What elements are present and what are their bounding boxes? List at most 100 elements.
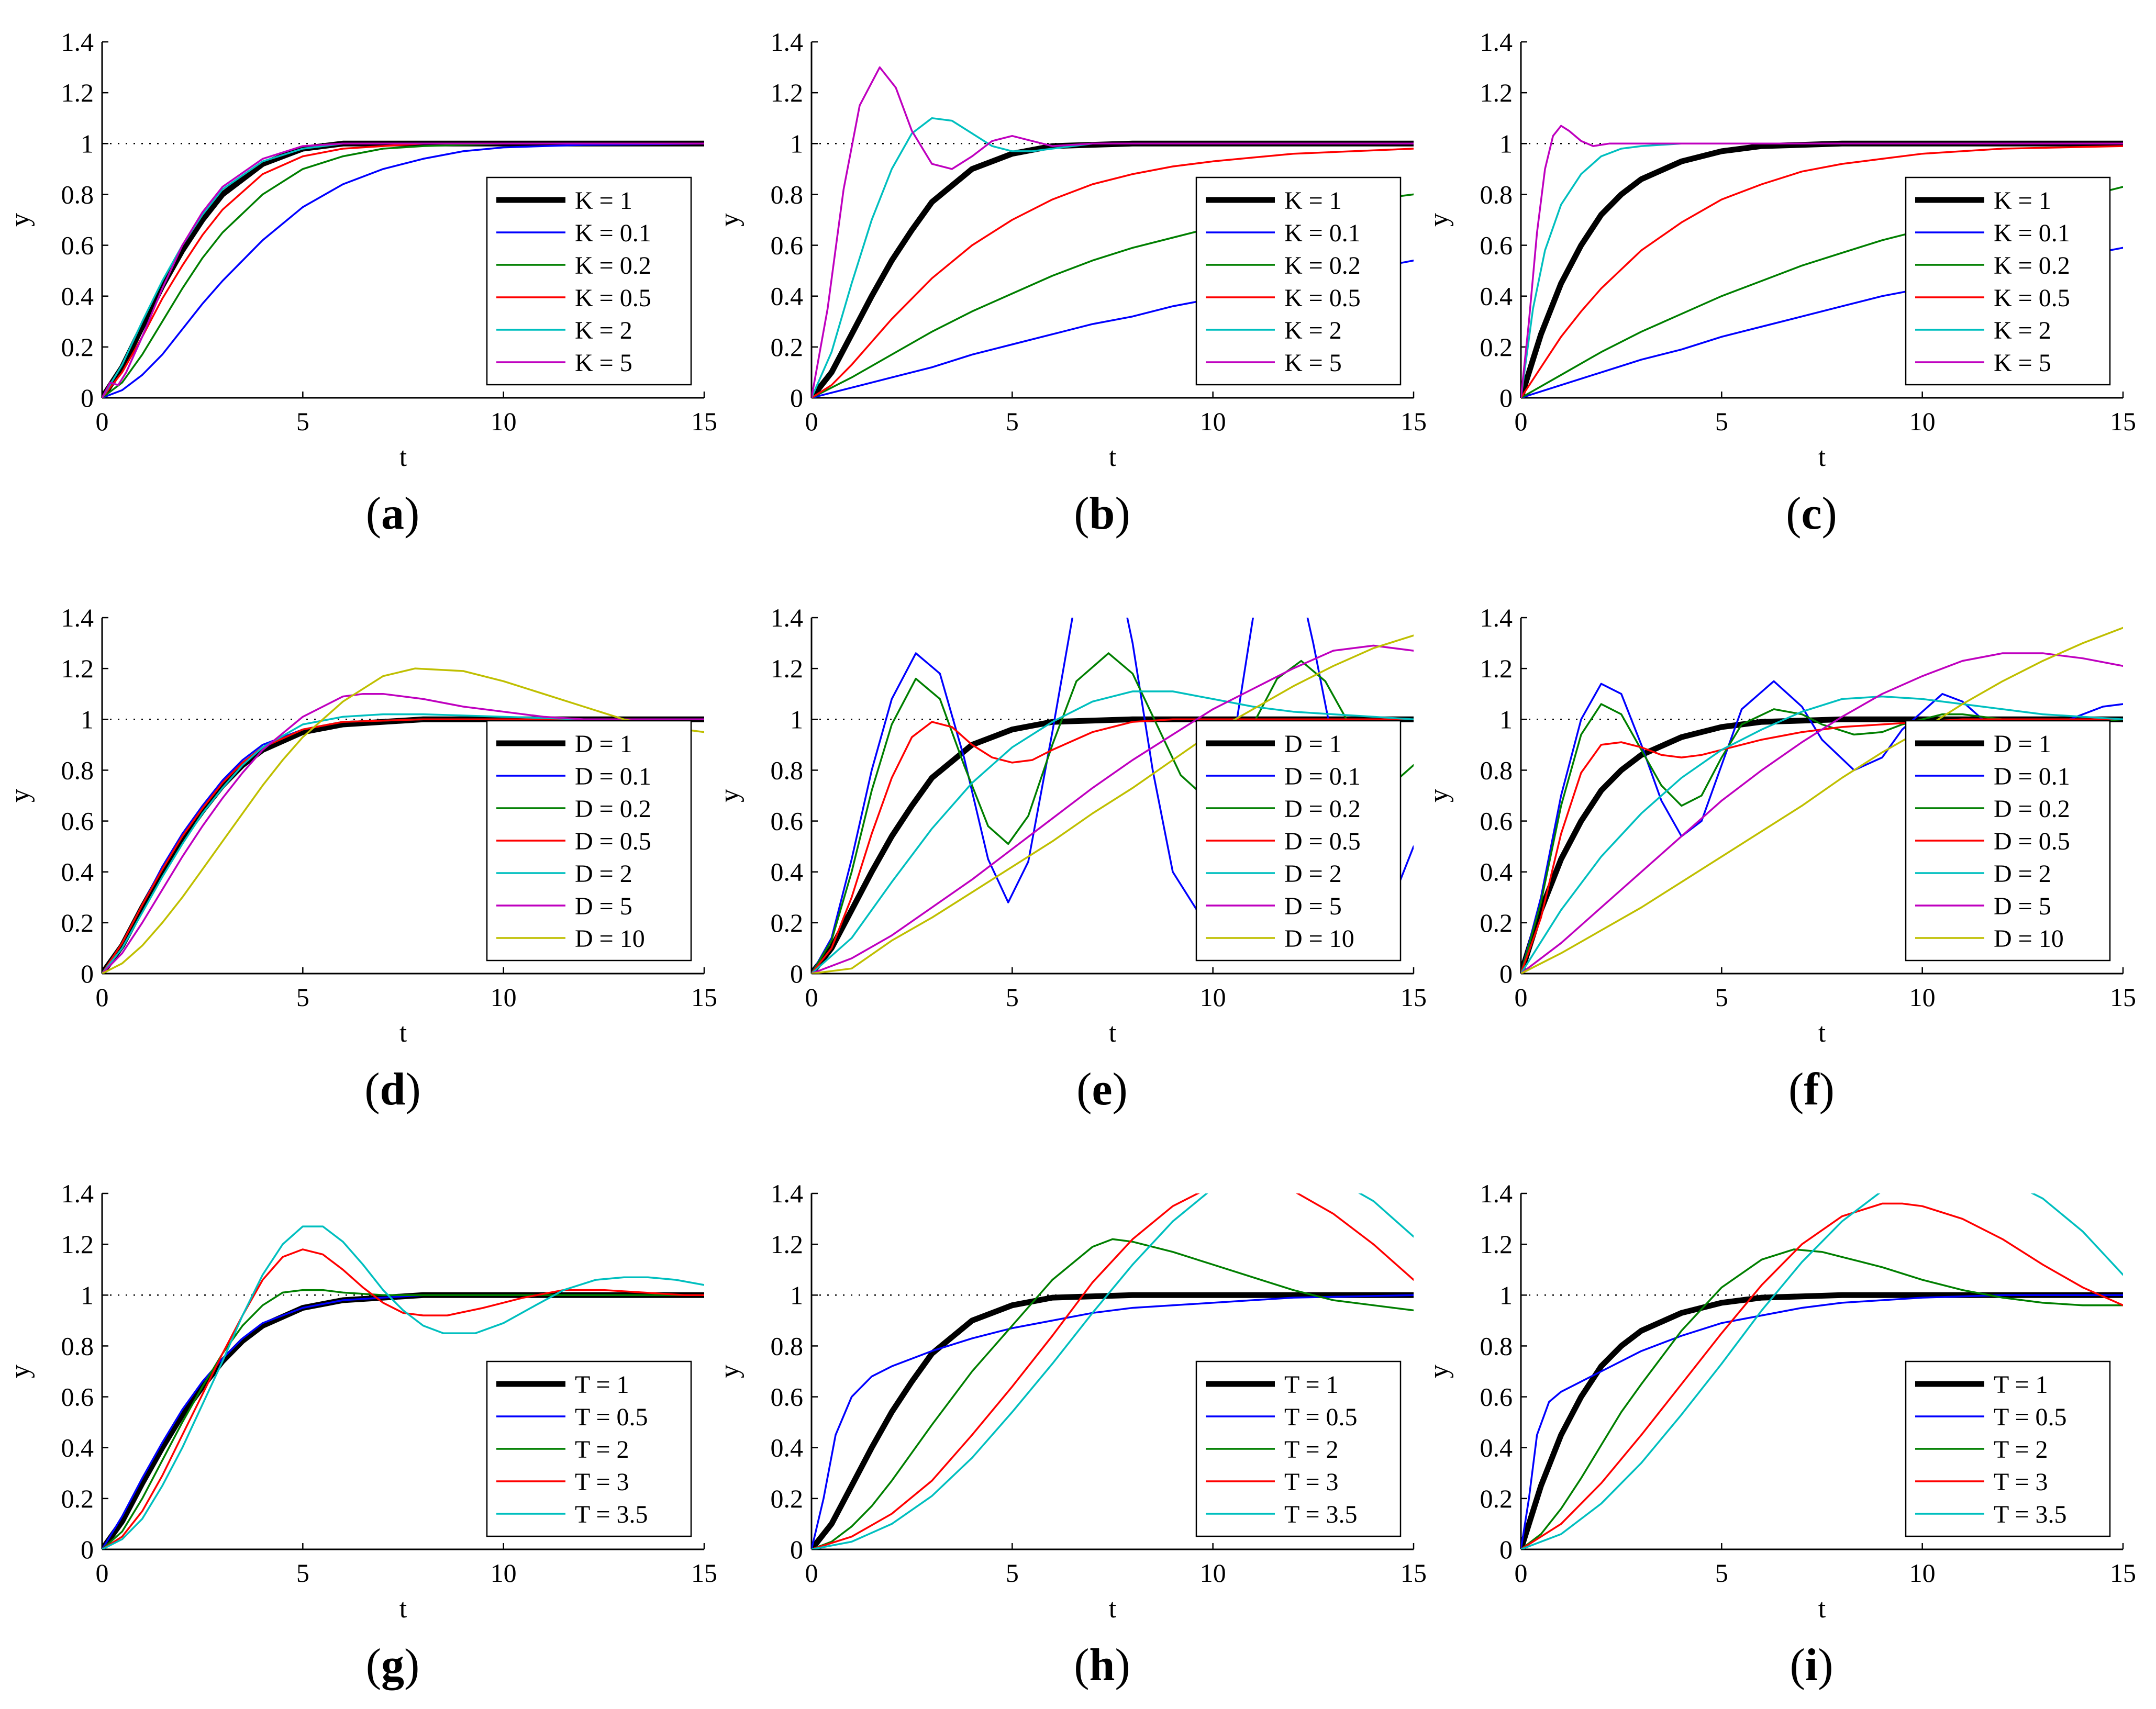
y-tick-label: 0.8: [1480, 180, 1513, 209]
series-line-d-6: [102, 667, 704, 974]
legend-entry: D = 0.1: [1284, 763, 1361, 790]
legend: T = 1 T = 0.5 T = 2 T = 3 T = 3.5: [486, 1360, 692, 1537]
x-tick-label: 10: [491, 1558, 517, 1588]
x-axis-label: t: [399, 1594, 407, 1624]
y-tick-label: 1.2: [771, 654, 804, 683]
x-tick-label: 10: [1200, 407, 1226, 436]
legend-entry: T = 0.5: [1284, 1403, 1358, 1431]
y-tick-label: 1.4: [771, 603, 804, 632]
series-line-d-5: [102, 692, 704, 974]
panel-label: (f): [1788, 1064, 1835, 1115]
series-line-h-4: [812, 1193, 1414, 1549]
y-tick-label: 0.6: [61, 231, 94, 260]
x-tick-label: 5: [1006, 1558, 1019, 1588]
legend-entry: K = 0.5: [575, 284, 651, 312]
legend-entry: K = 1: [1994, 187, 2051, 215]
series-line-e-0: [812, 716, 1414, 974]
y-tick-label: 0.2: [61, 332, 94, 362]
series-line-g-1: [102, 1294, 704, 1549]
y-tick-label: 1.4: [771, 27, 804, 57]
y-tick-label: 1: [81, 1280, 94, 1310]
y-tick-label: 0: [790, 383, 803, 412]
legend-entry: K = 1: [1284, 187, 1342, 215]
x-tick-label: 0: [96, 982, 109, 1012]
series-line-i-3: [1521, 1202, 2123, 1549]
legend-entry: D = 0.1: [1994, 763, 2070, 790]
legend-entry: K = 1: [575, 187, 632, 215]
legend-entry: D = 2: [1994, 860, 2051, 888]
legend-entry: T = 0.5: [575, 1403, 648, 1431]
legend-entry: K = 0.1: [575, 219, 651, 247]
series-line-e-5: [812, 644, 1414, 974]
series-line-e-3: [812, 718, 1414, 974]
y-tick-label: 1.2: [771, 1230, 804, 1259]
y-tick-label: 1.2: [1480, 1230, 1513, 1259]
y-tick-label: 0.6: [61, 1382, 94, 1412]
y-tick-label: 0.4: [61, 1433, 94, 1462]
y-tick-label: 0.6: [61, 807, 94, 836]
legend-box: [1905, 176, 2111, 386]
legend-entry: T = 3: [575, 1468, 629, 1496]
series-line-f-5: [1521, 652, 2123, 974]
series-line-e-1: [812, 618, 1414, 974]
y-tick-label: 0.8: [1480, 755, 1513, 785]
series-line-a-2: [102, 142, 704, 398]
y-axis-label: y: [5, 1365, 35, 1378]
legend-entry: K = 0.2: [575, 252, 651, 280]
legend-entry: D = 0.5: [575, 828, 651, 855]
y-tick-label: 0: [81, 959, 94, 988]
y-tick-label: 1: [790, 129, 803, 158]
plot-area: [102, 1225, 704, 1549]
y-tick-label: 1: [1499, 129, 1513, 158]
panel-label: (d): [364, 1064, 421, 1115]
series-line-i-2: [1521, 1248, 2123, 1549]
legend-entry: T = 2: [1284, 1436, 1339, 1464]
y-tick-label: 0.4: [771, 857, 804, 887]
y-tick-label: 0.2: [61, 1484, 94, 1513]
legend-entry: T = 0.5: [1994, 1403, 2067, 1431]
y-tick-label: 0.2: [1480, 332, 1513, 362]
legend-entry: T = 3.5: [1994, 1501, 2067, 1528]
series-line-b-5: [812, 66, 1414, 398]
legend-entry: T = 2: [575, 1436, 629, 1464]
y-tick-label: 0.4: [61, 857, 94, 887]
y-tick-label: 1: [81, 129, 94, 158]
legend: K = 1 K = 0.1 K = 0.2 K = 0.5 K = 2 K = 5: [1905, 176, 2111, 386]
y-axis-label: y: [1424, 213, 1454, 227]
y-tick-label: 0.8: [61, 180, 94, 209]
legend-entry: K = 0.5: [1994, 284, 2070, 312]
y-tick-label: 1.4: [771, 1179, 804, 1208]
y-axis-label: y: [1424, 1365, 1454, 1378]
y-tick-label: 1.4: [1480, 27, 1513, 57]
series-line-h-1: [812, 1294, 1414, 1549]
legend-entry: T = 3.5: [1284, 1501, 1358, 1528]
legend-entry: D = 5: [1994, 892, 2051, 920]
x-tick-label: 0: [1515, 1558, 1528, 1588]
legend-entry: T = 1: [1994, 1371, 2048, 1399]
legend-entry: K = 5: [575, 349, 632, 377]
y-tick-label: 0: [1499, 959, 1513, 988]
y-tick-label: 0.6: [1480, 1382, 1513, 1412]
x-tick-label: 10: [491, 982, 517, 1012]
legend: K = 1 K = 0.1 K = 0.2 K = 0.5 K = 2 K = 5: [486, 176, 692, 386]
y-tick-label: 0: [790, 1535, 803, 1564]
x-tick-label: 10: [491, 407, 517, 436]
y-tick-label: 0.2: [771, 332, 804, 362]
y-tick-label: 0.6: [771, 807, 804, 836]
y-tick-label: 0.2: [771, 908, 804, 937]
series-line-c-5: [1521, 125, 2123, 398]
legend-box: [486, 176, 692, 386]
series-line-d-4: [102, 713, 704, 974]
panel-label: (i): [1790, 1640, 1833, 1691]
y-tick-label: 0.6: [1480, 807, 1513, 836]
x-tick-label: 5: [1715, 407, 1728, 436]
legend: D = 1 D = 0.1 D = 0.2 D = 0.5 D = 2 D = 5 D = …: [1195, 720, 1402, 962]
series-line-i-4: [1521, 1193, 2123, 1549]
legend-entry: D = 10: [1994, 925, 2064, 953]
x-axis-label: t: [1818, 442, 1826, 472]
series-line-a-1: [102, 142, 704, 398]
plot-area: [812, 1193, 1414, 1549]
y-tick-label: 1.4: [1480, 603, 1513, 632]
x-tick-label: 15: [691, 982, 717, 1012]
series-line-i-1: [1521, 1294, 2123, 1549]
